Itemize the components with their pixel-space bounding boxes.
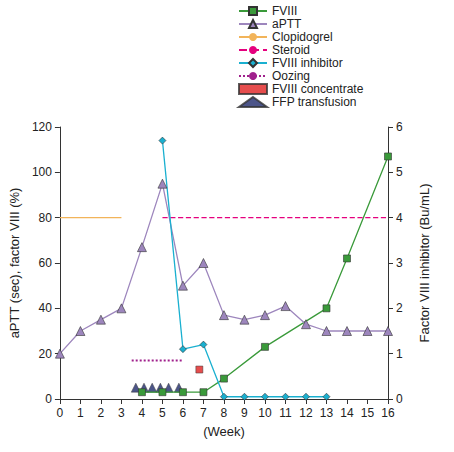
- svg-text:16: 16: [381, 406, 395, 420]
- svg-text:14: 14: [340, 406, 354, 420]
- svg-text:4: 4: [139, 406, 146, 420]
- svg-text:1: 1: [396, 347, 403, 361]
- svg-text:Clopidogrel: Clopidogrel: [272, 30, 333, 44]
- svg-text:0: 0: [57, 406, 64, 420]
- svg-text:3: 3: [396, 256, 403, 270]
- svg-text:12: 12: [299, 406, 313, 420]
- svg-text:3: 3: [118, 406, 125, 420]
- svg-text:Steroid: Steroid: [272, 43, 310, 57]
- svg-text:2: 2: [98, 406, 105, 420]
- svg-text:FVIII inhibitor: FVIII inhibitor: [272, 56, 343, 70]
- svg-text:100: 100: [32, 165, 52, 179]
- svg-text:6: 6: [396, 120, 403, 134]
- svg-text:10: 10: [258, 406, 272, 420]
- svg-text:80: 80: [39, 211, 53, 225]
- svg-text:0: 0: [396, 392, 403, 406]
- svg-text:aPTT: aPTT: [272, 17, 302, 31]
- svg-text:Factor VIII inhibitor (Bu/mL): Factor VIII inhibitor (Bu/mL): [417, 184, 432, 343]
- svg-text:FFP transfusion: FFP transfusion: [272, 95, 356, 109]
- svg-text:60: 60: [39, 256, 53, 270]
- svg-text:2: 2: [396, 301, 403, 315]
- svg-text:9: 9: [241, 406, 248, 420]
- svg-text:FVIII: FVIII: [272, 4, 297, 18]
- svg-text:7: 7: [200, 406, 207, 420]
- svg-text:(Week): (Week): [203, 424, 245, 439]
- svg-text:40: 40: [39, 301, 53, 315]
- svg-text:Oozing: Oozing: [272, 69, 310, 83]
- svg-text:4: 4: [396, 211, 403, 225]
- svg-text:120: 120: [32, 120, 52, 134]
- svg-text:aPTT (sec), factor VIII (%): aPTT (sec), factor VIII (%): [7, 188, 22, 339]
- svg-text:15: 15: [361, 406, 375, 420]
- svg-text:FVIII concentrate: FVIII concentrate: [272, 82, 364, 96]
- svg-text:1: 1: [77, 406, 84, 420]
- svg-text:20: 20: [39, 347, 53, 361]
- svg-text:5: 5: [396, 165, 403, 179]
- svg-text:0: 0: [45, 392, 52, 406]
- svg-text:5: 5: [159, 406, 166, 420]
- svg-text:6: 6: [180, 406, 187, 420]
- svg-text:11: 11: [279, 406, 292, 420]
- svg-text:8: 8: [221, 406, 228, 420]
- svg-text:13: 13: [320, 406, 334, 420]
